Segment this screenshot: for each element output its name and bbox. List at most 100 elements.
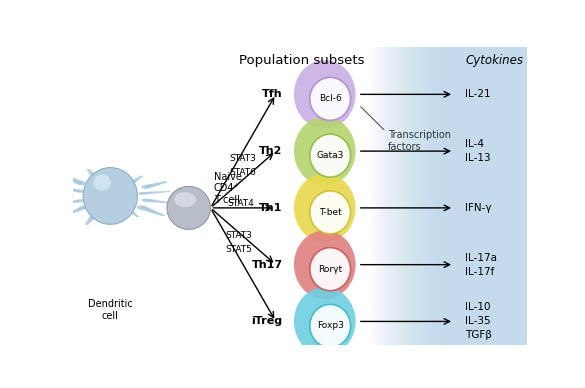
Ellipse shape: [131, 180, 137, 182]
Ellipse shape: [144, 185, 153, 188]
Text: IL-10
IL-35
TGFβ: IL-10 IL-35 TGFβ: [465, 302, 492, 340]
Ellipse shape: [89, 172, 94, 174]
Ellipse shape: [145, 199, 152, 202]
Ellipse shape: [74, 200, 81, 203]
Ellipse shape: [79, 206, 86, 210]
Ellipse shape: [163, 191, 167, 192]
Ellipse shape: [73, 210, 78, 212]
Ellipse shape: [115, 176, 121, 179]
Ellipse shape: [160, 182, 165, 184]
Ellipse shape: [157, 182, 163, 185]
Ellipse shape: [166, 202, 169, 203]
Text: IL-21: IL-21: [465, 89, 491, 99]
Ellipse shape: [86, 221, 91, 223]
Ellipse shape: [70, 189, 77, 191]
Ellipse shape: [113, 221, 118, 223]
Ellipse shape: [146, 192, 152, 194]
Ellipse shape: [63, 202, 67, 204]
Ellipse shape: [77, 208, 83, 211]
Text: IL-4
IL-13: IL-4 IL-13: [465, 139, 491, 163]
Ellipse shape: [125, 208, 131, 211]
Ellipse shape: [142, 185, 150, 189]
Ellipse shape: [140, 206, 149, 210]
Ellipse shape: [60, 203, 64, 204]
Ellipse shape: [167, 191, 170, 192]
Ellipse shape: [92, 211, 101, 215]
Ellipse shape: [92, 176, 99, 179]
Ellipse shape: [137, 177, 142, 178]
Text: STAT4: STAT4: [227, 199, 254, 208]
Ellipse shape: [57, 203, 61, 205]
Ellipse shape: [40, 195, 44, 197]
Text: IL-17a
IL-17f: IL-17a IL-17f: [465, 253, 497, 277]
Text: Naive
CD4⁺
T cell: Naive CD4⁺ T cell: [214, 172, 242, 205]
Ellipse shape: [87, 169, 91, 171]
Ellipse shape: [89, 216, 96, 219]
Ellipse shape: [159, 191, 163, 193]
Ellipse shape: [109, 210, 118, 213]
Ellipse shape: [294, 287, 356, 356]
Ellipse shape: [136, 216, 139, 217]
Text: Rorγt: Rorγt: [318, 265, 342, 274]
Text: Th2: Th2: [259, 146, 283, 156]
Ellipse shape: [149, 199, 155, 202]
Text: Th17: Th17: [252, 260, 283, 270]
Ellipse shape: [127, 182, 134, 185]
Ellipse shape: [150, 192, 156, 194]
Ellipse shape: [163, 181, 167, 183]
Ellipse shape: [294, 60, 356, 129]
Ellipse shape: [150, 210, 157, 213]
Ellipse shape: [63, 188, 68, 190]
Ellipse shape: [310, 191, 350, 234]
Text: Dendritic
cell: Dendritic cell: [88, 299, 133, 320]
Text: Population subsets: Population subsets: [239, 54, 365, 67]
Text: Transcription
factors: Transcription factors: [388, 130, 451, 152]
Ellipse shape: [150, 184, 157, 186]
Text: STAT3: STAT3: [225, 231, 252, 240]
Text: Bcl-6: Bcl-6: [319, 94, 342, 103]
Ellipse shape: [133, 179, 139, 181]
Ellipse shape: [71, 211, 75, 213]
Ellipse shape: [70, 178, 77, 181]
Ellipse shape: [114, 223, 118, 225]
Ellipse shape: [112, 217, 118, 220]
Text: T-bet: T-bet: [319, 208, 342, 217]
Ellipse shape: [160, 214, 165, 216]
Ellipse shape: [94, 179, 102, 183]
Ellipse shape: [310, 134, 350, 177]
Ellipse shape: [65, 176, 71, 178]
Ellipse shape: [294, 117, 356, 185]
Ellipse shape: [111, 215, 118, 218]
Text: Gata3: Gata3: [316, 151, 344, 160]
Ellipse shape: [142, 198, 149, 202]
Ellipse shape: [77, 181, 86, 185]
Ellipse shape: [90, 214, 98, 218]
Ellipse shape: [73, 189, 80, 192]
Ellipse shape: [152, 200, 158, 203]
Ellipse shape: [54, 194, 61, 197]
Ellipse shape: [60, 187, 65, 189]
Ellipse shape: [118, 171, 122, 173]
Text: STAT6: STAT6: [229, 168, 256, 177]
Ellipse shape: [310, 305, 350, 347]
Ellipse shape: [154, 183, 160, 185]
Text: iTreg: iTreg: [252, 317, 283, 326]
Ellipse shape: [153, 211, 160, 214]
Ellipse shape: [294, 230, 356, 299]
Ellipse shape: [81, 206, 88, 209]
Ellipse shape: [114, 178, 121, 180]
Ellipse shape: [125, 183, 132, 186]
Ellipse shape: [113, 179, 120, 182]
Text: Cytokines: Cytokines: [466, 54, 524, 67]
Ellipse shape: [60, 174, 64, 176]
Ellipse shape: [112, 219, 118, 221]
Ellipse shape: [74, 180, 83, 184]
Ellipse shape: [68, 201, 74, 203]
Ellipse shape: [69, 212, 73, 214]
Ellipse shape: [310, 248, 350, 291]
Ellipse shape: [138, 192, 145, 195]
Ellipse shape: [83, 168, 137, 224]
Ellipse shape: [66, 201, 71, 204]
Ellipse shape: [123, 206, 129, 210]
Ellipse shape: [88, 170, 92, 173]
